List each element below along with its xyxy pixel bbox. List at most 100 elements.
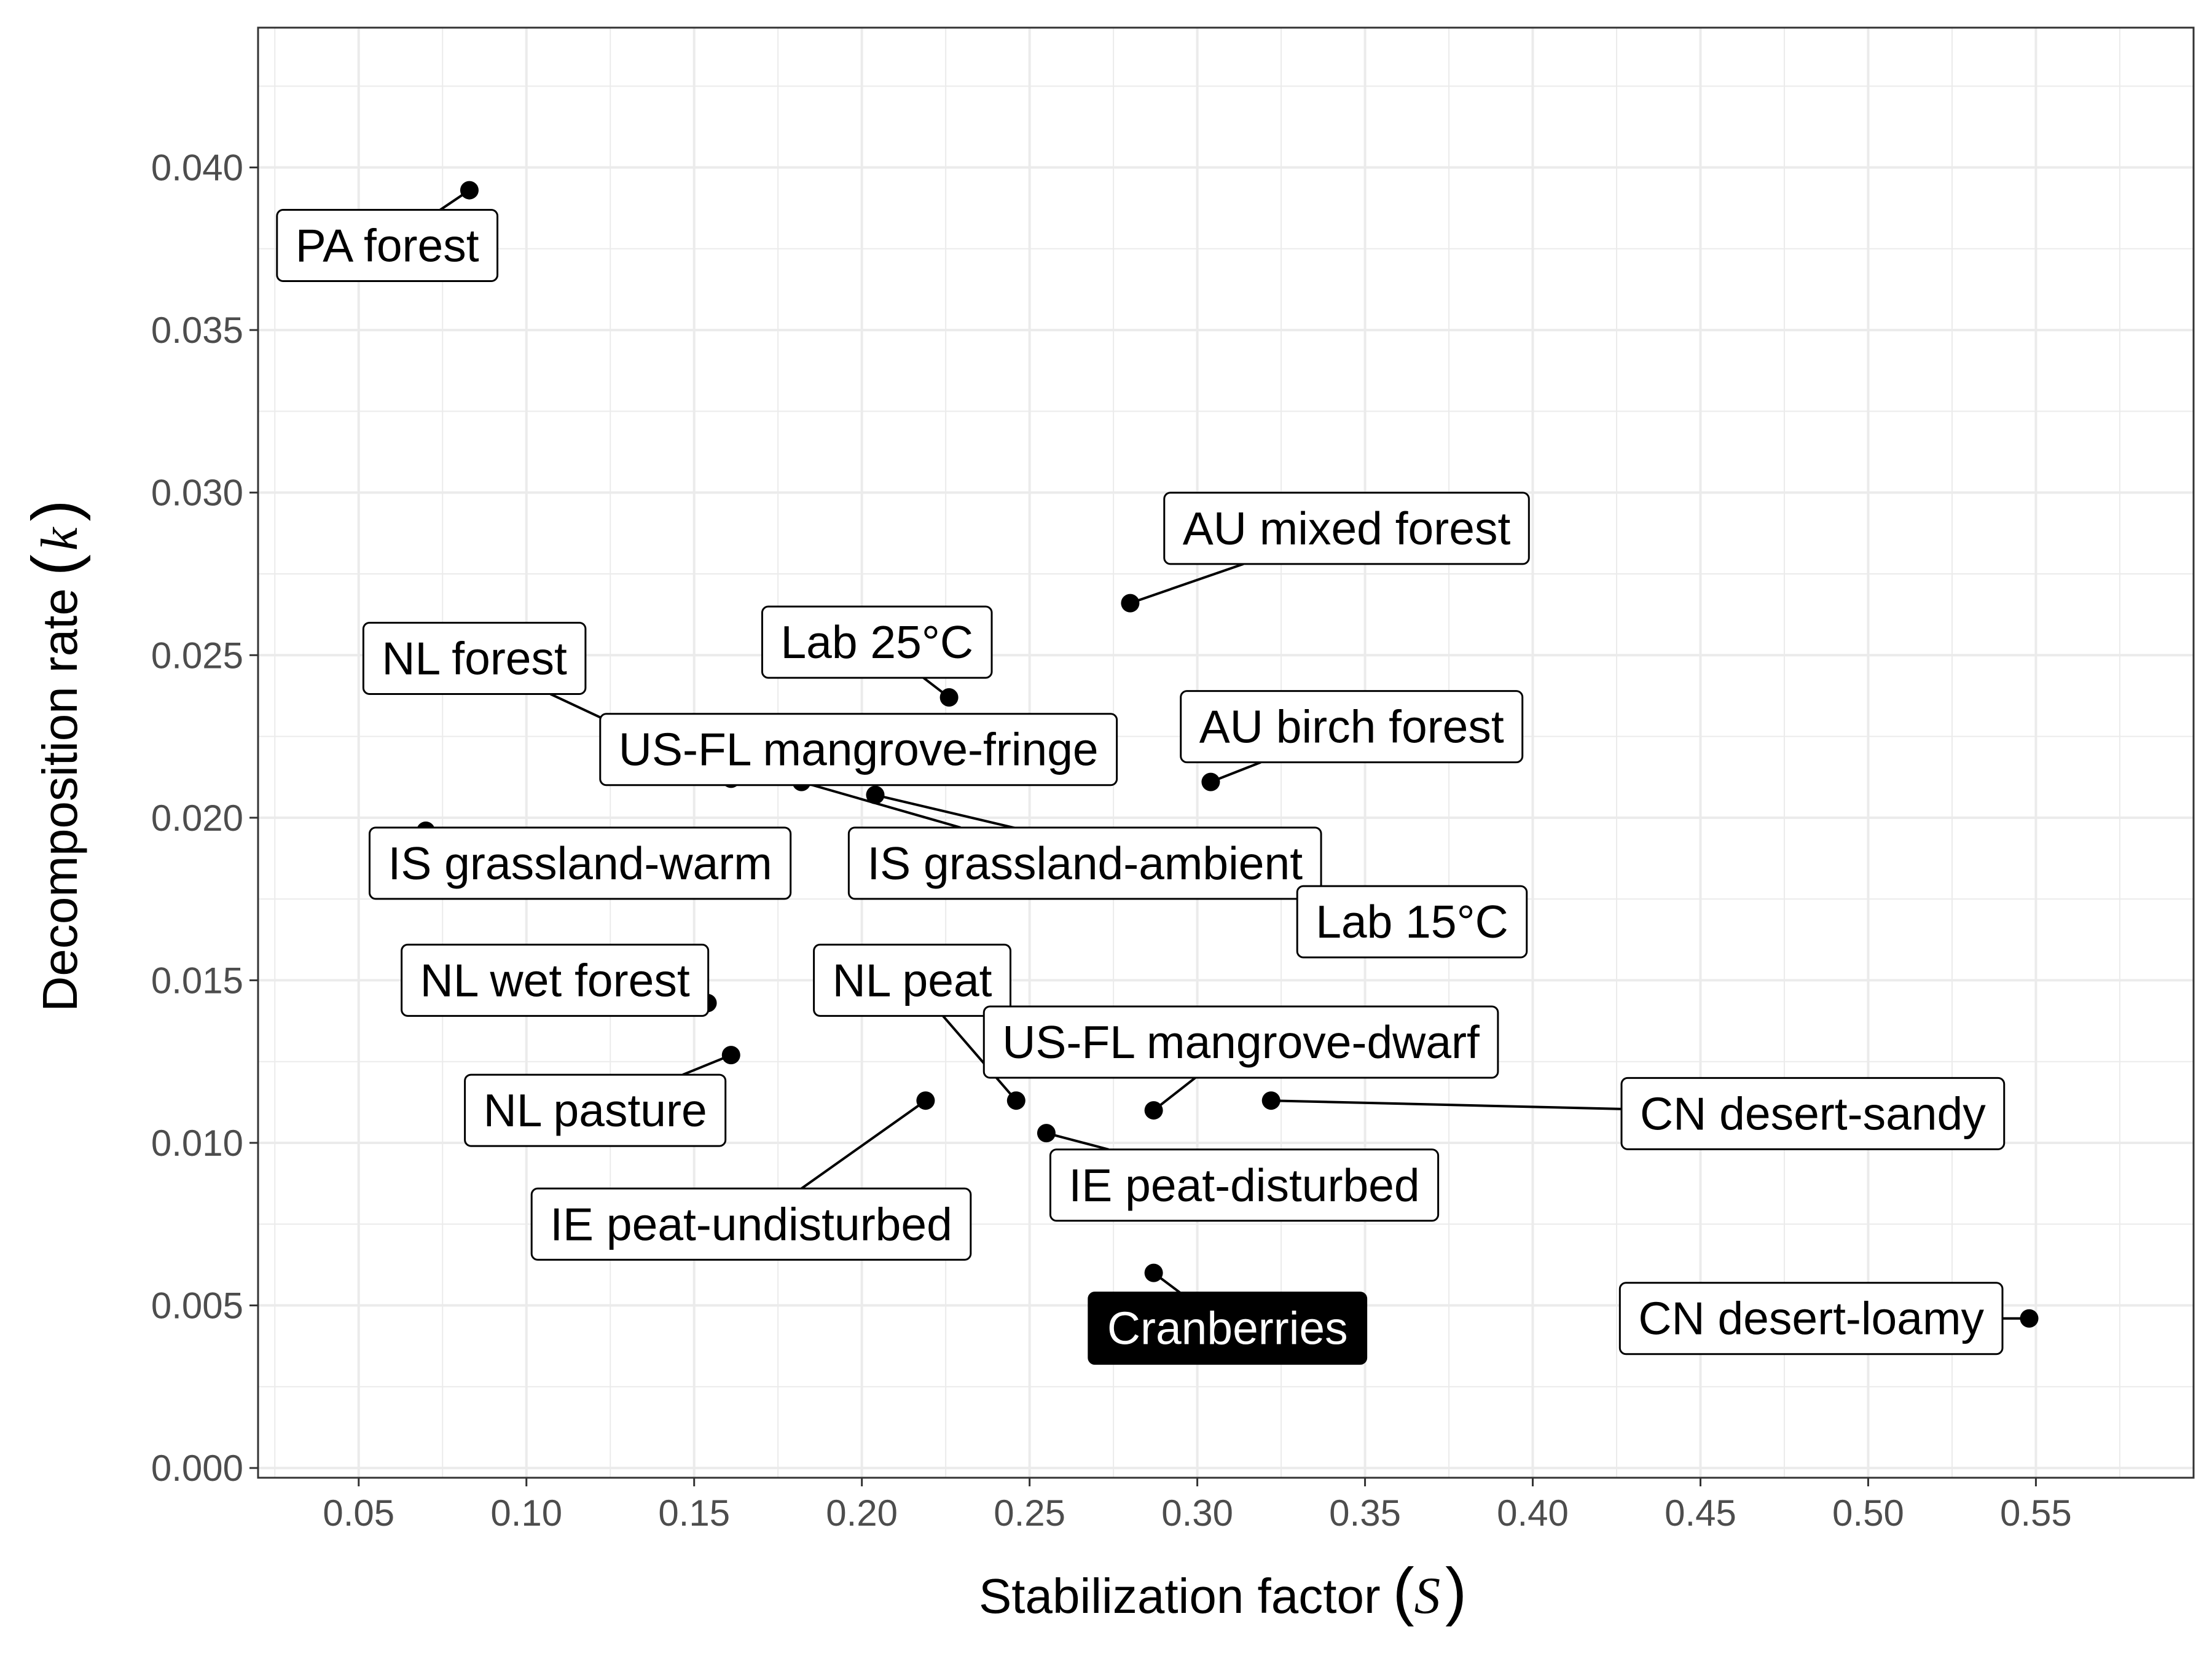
label-box-frame xyxy=(599,713,1118,786)
label-box-frame xyxy=(1618,1282,2004,1355)
label-box-frame xyxy=(1049,1148,1440,1222)
point-label-box: CN desert-sandy xyxy=(1620,1077,2006,1150)
x-axis-symbol: S xyxy=(1414,1567,1441,1625)
point-label-box: US-FL mangrove-dwarf xyxy=(982,1005,1499,1079)
point-label: AU mixed forest xyxy=(1183,503,1511,554)
x-tick-label: 0.10 xyxy=(490,1492,562,1534)
label-box-frame xyxy=(1180,690,1524,764)
leader-line xyxy=(942,1015,1018,1102)
leader-line xyxy=(1129,562,1244,605)
point-label-box: IS grassland-warm xyxy=(368,826,792,900)
point-label: CN desert-loamy xyxy=(1638,1293,1984,1344)
y-axis-ticks: 0.000 0.005 0.010 0.015 0.020 0.025 0.030 0.035… xyxy=(151,147,258,1489)
y-tick-label: 0.030 xyxy=(151,473,243,514)
data-point xyxy=(1144,1101,1163,1120)
leader-line xyxy=(1271,1099,1622,1110)
label-box-frame xyxy=(813,943,1012,1017)
label-box-frame xyxy=(401,943,710,1017)
point-label: Lab 15°C xyxy=(1316,896,1508,947)
label-box-frame xyxy=(761,605,993,679)
label-box-frame xyxy=(464,1073,727,1147)
point-label: PA forest xyxy=(296,220,479,272)
point-label: NL wet forest xyxy=(420,954,690,1006)
x-tick-label: 0.45 xyxy=(1665,1492,1736,1534)
point-label-box: IE peat-disturbed xyxy=(1049,1148,1440,1222)
x-tick-label: 0.40 xyxy=(1497,1492,1569,1534)
x-tick-label: 0.35 xyxy=(1329,1492,1401,1534)
point-label: US-FL mangrove-fringe xyxy=(619,724,1099,775)
point-label: NL forest xyxy=(382,633,567,684)
point-label-box: CN desert-loamy xyxy=(1618,1282,2004,1355)
data-point xyxy=(1261,1091,1281,1110)
label-box-frame xyxy=(982,1005,1499,1079)
y-tick-label: 0.015 xyxy=(151,960,243,1001)
point-label-box: Lab 15°C xyxy=(1296,885,1528,959)
point-label: AU birch forest xyxy=(1199,701,1504,753)
y-tick-label: 0.020 xyxy=(151,798,243,839)
point-label: Lab 25°C xyxy=(780,616,973,668)
x-tick-label: 0.20 xyxy=(826,1492,898,1534)
data-point xyxy=(721,1046,740,1065)
y-tick-label: 0.040 xyxy=(151,147,243,189)
x-axis-ticks: 0.05 0.10 0.15 0.20 0.25 0.30 0.35 0.40 0.45 0.50… xyxy=(323,1478,2072,1534)
label-box-frame xyxy=(530,1187,972,1261)
data-point xyxy=(1144,1263,1163,1282)
point-label-box: NL forest xyxy=(362,622,587,696)
point-label-box: PA forest xyxy=(276,209,499,283)
label-box-frame xyxy=(276,209,499,283)
y-axis-title: Decomposition rate(k) xyxy=(19,500,91,1012)
point-label-box: Cranberries xyxy=(1088,1292,1368,1365)
x-tick-label: 0.25 xyxy=(994,1492,1065,1534)
point-label-box: AU mixed forest xyxy=(1163,492,1530,565)
label-box-frame xyxy=(362,622,587,696)
label-box-frame xyxy=(368,826,792,900)
point-label-box: NL peat xyxy=(813,943,1012,1017)
y-axis-title-text: Decomposition rate xyxy=(33,588,87,1011)
point-label-box: NL pasture xyxy=(464,1073,727,1147)
point-label: US-FL mangrove-dwarf xyxy=(1002,1016,1480,1068)
x-axis-title: Stabilization factor (S) xyxy=(979,1555,1467,1627)
point-label-box: IE peat-undisturbed xyxy=(530,1187,972,1261)
point-labels: PA forest AU mixed forest Lab 25°C NL fores… xyxy=(276,209,2006,1365)
data-point xyxy=(916,1091,935,1110)
label-box-frame xyxy=(1620,1077,2006,1150)
point-label: NL peat xyxy=(833,954,992,1006)
point-label-box: IS grassland-ambient xyxy=(847,826,1322,900)
label-box-frame xyxy=(1088,1292,1368,1365)
y-axis-symbol: k xyxy=(31,527,88,551)
leader-line xyxy=(1046,1132,1109,1151)
point-label: IE peat-disturbed xyxy=(1069,1159,1419,1211)
point-label: IS grassland-warm xyxy=(388,837,772,889)
data-point xyxy=(1037,1124,1056,1143)
x-tick-label: 0.50 xyxy=(1832,1492,1904,1534)
y-tick-label: 0.000 xyxy=(151,1448,243,1489)
point-label-box: Lab 25°C xyxy=(761,605,993,679)
data-point xyxy=(460,181,479,200)
point-label: NL pasture xyxy=(484,1084,707,1136)
data-point xyxy=(1006,1091,1026,1110)
plot-panel-border xyxy=(257,26,2195,1479)
y-tick-label: 0.005 xyxy=(151,1285,243,1327)
y-tick-label: 0.025 xyxy=(151,635,243,676)
x-tick-label: 0.15 xyxy=(658,1492,730,1534)
data-point xyxy=(939,688,959,707)
point-label-box: AU birch forest xyxy=(1180,690,1524,764)
x-axis-title-text: Stabilization factor xyxy=(979,1569,1381,1623)
data-point xyxy=(866,785,885,804)
point-label-box: NL wet forest xyxy=(401,943,710,1017)
x-tick-label: 0.05 xyxy=(323,1492,394,1534)
x-tick-label: 0.30 xyxy=(1161,1492,1233,1534)
label-box-frame xyxy=(1163,492,1530,565)
data-point xyxy=(1121,594,1140,613)
point-label: Cranberries xyxy=(1107,1303,1348,1354)
leader-line xyxy=(801,1099,927,1190)
point-label: IE peat-undisturbed xyxy=(550,1198,952,1250)
leader-line xyxy=(801,780,962,829)
x-tick-label: 0.55 xyxy=(2000,1492,2072,1534)
y-tick-label: 0.035 xyxy=(151,310,243,351)
point-label: CN desert-sandy xyxy=(1640,1088,1986,1139)
label-box-frame xyxy=(1296,885,1528,959)
data-point xyxy=(2020,1309,2039,1328)
y-tick-label: 0.010 xyxy=(151,1123,243,1164)
